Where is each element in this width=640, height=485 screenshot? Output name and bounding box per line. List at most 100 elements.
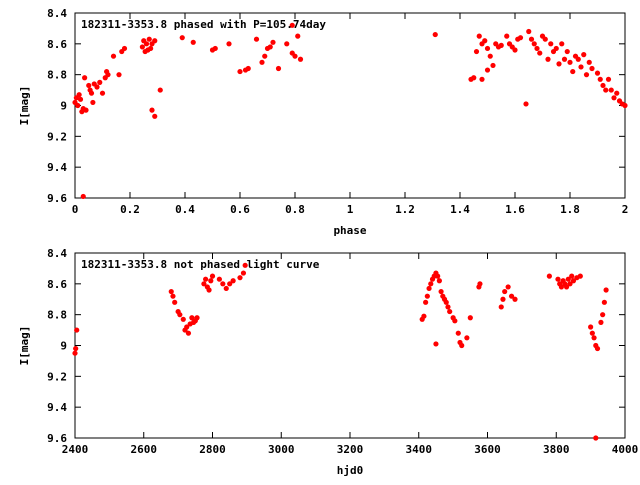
y-tick-label: 8.4 — [47, 7, 67, 20]
data-point — [82, 75, 88, 81]
data-point — [445, 304, 451, 310]
data-point — [185, 330, 192, 336]
chart-title: 182311-3353.8 phased with P=105.74day — [81, 18, 326, 31]
data-point — [575, 56, 581, 62]
data-point — [74, 327, 80, 333]
data-point — [423, 299, 429, 305]
data-point — [443, 299, 449, 305]
data-point — [433, 341, 439, 347]
data-point — [110, 53, 117, 59]
data-point — [567, 59, 573, 65]
y-tick-label: 9.4 — [47, 401, 67, 414]
data-point — [148, 45, 154, 52]
x-tick-label: 2400 — [62, 443, 89, 456]
data-point — [473, 48, 480, 55]
data-point — [546, 273, 552, 279]
y-tick-label: 8.8 — [47, 309, 67, 322]
data-point — [593, 435, 599, 441]
data-point — [436, 278, 442, 284]
data-point — [179, 35, 185, 41]
x-tick-label: 4000 — [612, 443, 639, 456]
data-point — [508, 293, 515, 299]
data-point — [594, 70, 601, 76]
data-point — [116, 72, 122, 78]
data-point — [267, 44, 273, 50]
data-point — [581, 52, 587, 58]
data-point — [455, 330, 461, 336]
x-tick-label: 3000 — [268, 443, 295, 456]
data-point — [189, 315, 195, 321]
data-point — [289, 22, 295, 28]
y-tick-label: 8.4 — [47, 247, 67, 260]
data-point — [80, 193, 86, 200]
data-point — [563, 284, 570, 290]
data-point — [227, 281, 233, 287]
data-point — [482, 38, 488, 44]
data-point — [526, 28, 532, 35]
data-point — [184, 324, 190, 330]
data-point — [542, 36, 548, 42]
data-point — [94, 84, 100, 90]
plot-frame — [74, 12, 626, 199]
data-point — [230, 278, 236, 284]
data-point — [421, 313, 427, 319]
data-point — [565, 276, 571, 282]
x-tick-label: 0 — [72, 203, 79, 216]
x-tick-label: 2800 — [199, 443, 226, 456]
x-tick-label: 0.2 — [120, 203, 140, 216]
data-point — [558, 284, 565, 290]
x-tick-label: 1.6 — [505, 203, 525, 216]
data-point — [534, 45, 540, 52]
data-point — [561, 56, 568, 62]
data-point — [567, 281, 573, 287]
y-tick-label: 9.6 — [47, 192, 67, 205]
data-point — [253, 36, 260, 42]
data-point — [73, 345, 79, 352]
x-tick-label: 1 — [347, 203, 354, 216]
data-point — [498, 42, 504, 48]
data-point — [459, 342, 465, 349]
data-point — [555, 276, 561, 282]
data-point — [605, 76, 612, 82]
data-point — [477, 281, 483, 287]
data-point — [190, 39, 196, 45]
data-point — [297, 56, 304, 62]
data-point — [504, 33, 510, 39]
data-point — [97, 79, 103, 85]
data-point — [262, 53, 268, 59]
data-point — [569, 273, 575, 279]
y-axis-label: I[mag] — [18, 326, 31, 366]
x-tick-label: 1.4 — [450, 203, 470, 216]
data-point — [292, 53, 298, 59]
data-point — [589, 330, 595, 336]
x-tick-label: 2600 — [131, 443, 158, 456]
data-point — [556, 61, 562, 67]
data-point — [471, 75, 477, 81]
data-point — [76, 92, 82, 98]
data-point — [597, 76, 603, 82]
data-point — [570, 278, 577, 284]
x-tick-label: 0.8 — [285, 203, 305, 216]
data-point — [484, 45, 491, 52]
data-point — [586, 59, 592, 65]
unphased-light-curve-panel: 2400 2600 2800 3000 3200 3400 3600 3800 4000 8.4 8… — [18, 247, 638, 477]
y-tick-label: 8.6 — [47, 38, 67, 51]
data-point — [452, 318, 458, 324]
data-point — [577, 273, 583, 279]
x-tick-label: 0.6 — [230, 203, 250, 216]
data-point — [72, 350, 78, 356]
data-point — [223, 285, 229, 292]
data-point — [570, 68, 576, 75]
x-tick-label: 0.4 — [175, 203, 195, 216]
data-point — [601, 299, 607, 305]
x-tick-label: 1.8 — [560, 203, 580, 216]
data-point — [259, 59, 265, 65]
data-point — [583, 72, 590, 78]
data-point — [90, 99, 96, 106]
data-point — [578, 64, 584, 70]
data-point — [476, 33, 482, 39]
data-point — [212, 45, 218, 52]
data-point — [523, 101, 529, 107]
data-point — [146, 36, 152, 42]
